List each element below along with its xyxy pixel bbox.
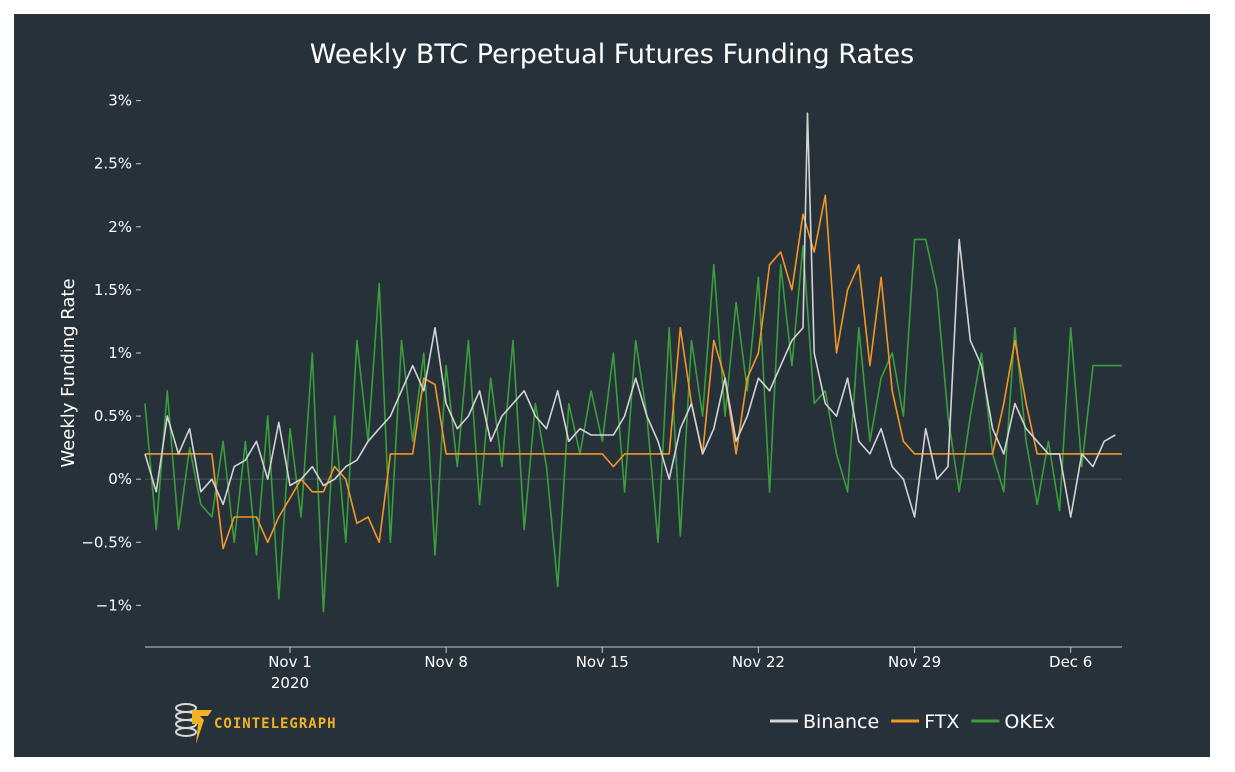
y-axis-label: Weekly Funding Rate (58, 278, 79, 467)
x-tick-label: Nov 15 (576, 653, 629, 671)
legend-label-binance: Binance (803, 711, 879, 733)
y-tick-label: 2.5% (94, 155, 132, 173)
y-tick-label: 0.5% (94, 407, 132, 425)
series-line-binance (144, 112, 1116, 518)
x-tick-label: Nov 29 (888, 653, 941, 671)
y-tick-label: 2% (108, 218, 132, 236)
legend-label-ftx: FTX (924, 711, 959, 733)
x-tick-label: Dec 6 (1049, 653, 1092, 671)
cointelegraph-logo: COINTELEGRAPH (175, 703, 337, 744)
x-tick-label: Nov 8 (424, 653, 468, 671)
y-tick-label: 0% (108, 470, 132, 488)
x-tick-label: Nov 1 (268, 653, 312, 671)
series-line-okex (144, 238, 1122, 613)
y-tick-label: 3% (108, 92, 132, 110)
chart-svg: Weekly BTC Perpetual Futures Funding Rat… (58, 39, 1122, 744)
chart-title: Weekly BTC Perpetual Futures Funding Rat… (310, 39, 914, 70)
chart-card: Weekly BTC Perpetual Futures Funding Rat… (14, 14, 1210, 757)
coin-stack-icon (175, 703, 212, 744)
x-tick-label: Nov 22 (732, 653, 785, 671)
y-tick-label: 1% (108, 344, 132, 362)
series-lines (144, 112, 1122, 613)
y-tick-label: −0.5% (81, 533, 132, 551)
legend: Binance FTX OKEx (770, 711, 1055, 733)
series-line-ftx (145, 194, 1122, 550)
y-axis: 3% 2.5% 2% 1.5% 1% 0.5% 0% −0.5% −1% (81, 92, 141, 614)
y-tick-label: −1% (96, 596, 132, 614)
y-tick-label: 1.5% (94, 281, 132, 299)
x-tick-sublabel: 2020 (271, 674, 309, 692)
x-axis: Nov 1 2020 Nov 8 Nov 15 Nov 22 Nov 29 Dec 6 (145, 646, 1122, 692)
legend-label-okex: OKEx (1004, 711, 1055, 733)
brand-name: COINTELEGRAPH (214, 716, 337, 732)
